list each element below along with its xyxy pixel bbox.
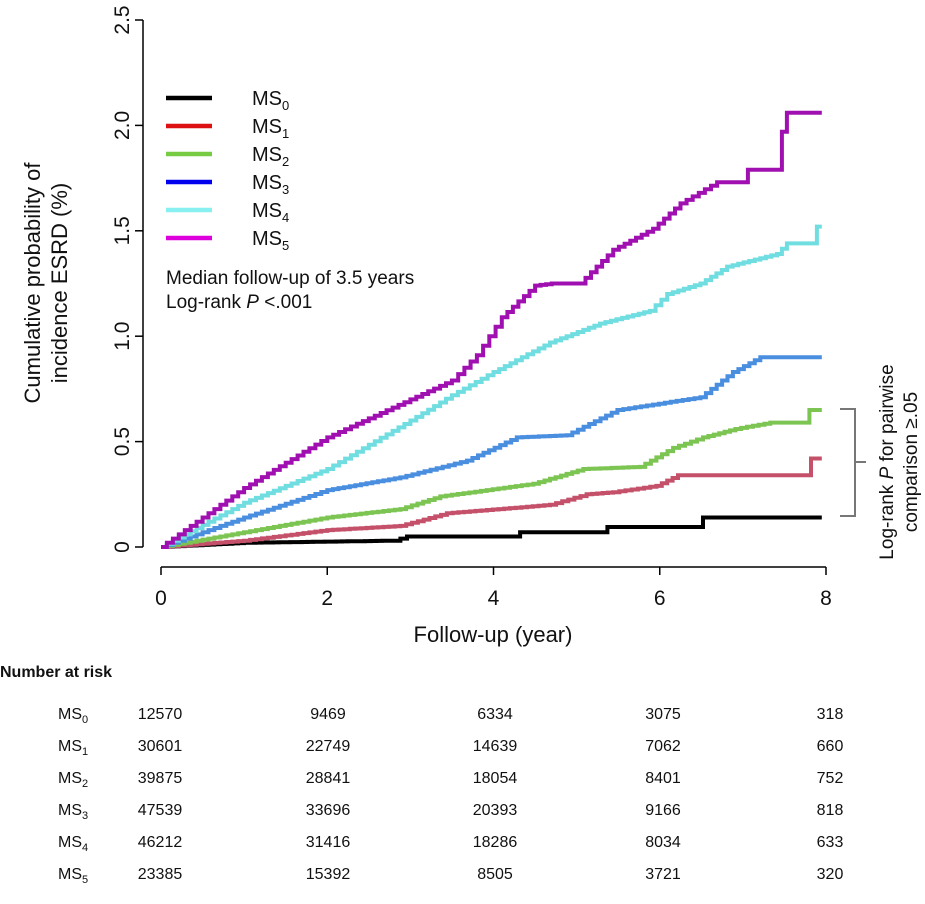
risk-row-label: MS0 (58, 706, 88, 726)
risk-table-cell: 20393 (473, 802, 518, 819)
curve-ms4 (161, 224, 822, 549)
curve-ms5 (161, 110, 822, 549)
risk-table-cell: 818 (817, 802, 844, 819)
x-axis-title: Follow-up (year) (414, 622, 573, 647)
risk-table-cell: 47539 (138, 802, 183, 819)
y-axis: 0 0.5 1.0 1.5 2.0 2.5 (111, 5, 144, 553)
risk-table-cell: 8505 (477, 866, 513, 883)
risk-table-cell: 6334 (477, 706, 513, 723)
x-tick-label: 2 (321, 587, 333, 610)
risk-table-cell: 14639 (473, 738, 518, 755)
risk-table: MS0 12570 9469 6334 3075 318 MS1 30601 22749 1463… (58, 706, 843, 886)
risk-table-cell: 31416 (306, 834, 351, 851)
risk-row-label: MS4 (58, 834, 88, 854)
risk-table-cell: 7062 (645, 738, 681, 755)
legend-label-ms4: MS4 (252, 200, 289, 225)
x-axis: 0 2 4 6 8 (155, 566, 832, 610)
bracket-shape (840, 408, 866, 517)
x-tick-label: 0 (155, 587, 167, 610)
risk-table-row: MS0 12570 9469 6334 3075 318 (58, 706, 843, 726)
risk-table-cell: 3075 (645, 706, 681, 723)
risk-table-cell: 318 (817, 706, 844, 723)
risk-table-cell: 660 (817, 738, 844, 755)
pairwise-bracket: Log-rank P for pairwise comparison ≥.05 (840, 364, 922, 560)
risk-table-cell: 30601 (138, 738, 183, 755)
median-followup-note: Median follow-up of 3.5 years (166, 268, 414, 289)
risk-table-row: MS3 47539 33696 20393 9166 818 (58, 802, 843, 822)
curve-ms1 (161, 456, 822, 549)
y-tick-label: 0 (111, 541, 134, 553)
y-tick-label: 2.0 (111, 111, 134, 140)
risk-table-cell: 8034 (645, 834, 681, 851)
risk-table-row: MS5 23385 15392 8505 3721 320 (58, 866, 843, 886)
legend-label-ms0: MS0 (252, 88, 289, 113)
curve-ms0 (161, 515, 822, 549)
risk-table-cell: 752 (817, 770, 844, 787)
y-axis-title: Cumulative probability of incidence ESRD… (20, 162, 72, 404)
risk-table-cell: 33696 (306, 802, 351, 819)
x-tick-label: 6 (654, 587, 666, 610)
x-tick-label: 4 (488, 587, 500, 610)
legend-label-ms3: MS3 (252, 172, 289, 197)
y-tick-label: 1.5 (111, 216, 134, 245)
risk-table-cell: 28841 (306, 770, 351, 787)
y-axis-title-line2: incidence ESRD (%) (47, 183, 72, 384)
risk-table-cell: 22749 (306, 738, 351, 755)
risk-table-cell: 9166 (645, 802, 681, 819)
risk-table-row: MS4 46212 31416 18286 8034 633 (58, 834, 843, 854)
legend-label-ms5: MS5 (252, 228, 289, 253)
risk-table-cell: 18286 (473, 834, 518, 851)
curves (161, 110, 822, 549)
risk-table-cell: 12570 (138, 706, 183, 723)
risk-table-cell: 9469 (310, 706, 346, 723)
y-tick-label: 1.0 (111, 322, 134, 351)
logrank-note: Log-rank P <.001 (166, 292, 312, 313)
legend-label-ms1: MS1 (252, 116, 289, 141)
risk-table-cell: 3721 (645, 866, 681, 883)
y-tick-label: 0.5 (111, 427, 134, 456)
legend: MS0 MS1 MS2 MS3 MS4 MS5 (166, 88, 289, 253)
risk-table-cell: 8401 (645, 770, 681, 787)
risk-table-cell: 23385 (138, 866, 183, 883)
risk-table-row: MS1 30601 22749 14639 7062 660 (58, 738, 843, 758)
curve-ms3 (161, 355, 822, 549)
risk-table-title: Number at risk (0, 664, 112, 681)
x-tick-label: 8 (820, 587, 832, 610)
risk-table-cell: 633 (817, 834, 844, 851)
y-tick-label: 2.5 (111, 5, 134, 34)
annotation: Median follow-up of 3.5 years Log-rank P… (166, 268, 414, 313)
risk-table-row: MS2 39875 28841 18054 8401 752 (58, 770, 843, 790)
risk-table-cell: 39875 (138, 770, 183, 787)
risk-table-cell: 320 (817, 866, 844, 883)
y-axis-title-line1: Cumulative probability of (20, 162, 45, 404)
bracket-label-line1: Log-rank P for pairwise (877, 364, 898, 559)
bracket-label-line2: comparison ≥.05 (901, 392, 922, 532)
legend-label-ms2: MS2 (252, 144, 289, 169)
curve-ms2 (161, 408, 822, 549)
risk-row-label: MS5 (58, 866, 88, 886)
risk-table-cell: 18054 (473, 770, 518, 787)
risk-row-label: MS3 (58, 802, 88, 822)
risk-row-label: MS2 (58, 770, 88, 790)
risk-table-cell: 46212 (138, 834, 183, 851)
risk-table-cell: 15392 (306, 866, 351, 883)
risk-row-label: MS1 (58, 738, 88, 758)
